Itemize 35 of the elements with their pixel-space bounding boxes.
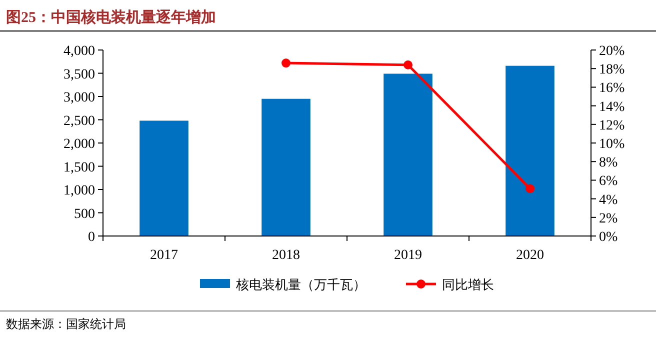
point xyxy=(404,60,412,70)
x-tick-label: 2018 xyxy=(272,248,300,263)
x-tick-label: 2019 xyxy=(394,248,422,263)
y-tick-label: 1,000 xyxy=(64,184,95,198)
point xyxy=(282,58,290,68)
y-tick-label: 0 xyxy=(88,230,95,245)
y2-tick-label: 16% xyxy=(599,81,625,96)
y2-tick-label: 4% xyxy=(599,192,618,208)
y-tick-label: 4,000 xyxy=(64,44,95,59)
bar xyxy=(384,74,432,236)
x-tick-label: 2020 xyxy=(516,248,544,263)
y-tick-label: 2,000 xyxy=(64,137,95,152)
y2-tick-label: 12% xyxy=(599,118,625,134)
y-tick-label: 1,500 xyxy=(64,160,95,176)
y2-tick-label: 10% xyxy=(599,137,625,152)
y-tick-label: 500 xyxy=(74,206,95,222)
point xyxy=(526,184,534,194)
y2-tick-label: 6% xyxy=(599,174,618,190)
title: 图25：中国核电装机量逐年增加 xyxy=(6,10,216,26)
y2-tick-label: 0% xyxy=(599,230,618,245)
y2-tick-label: 20% xyxy=(599,44,625,59)
bar xyxy=(140,120,188,236)
y2-tick-label: 8% xyxy=(599,156,618,171)
y2-tick-label: 14% xyxy=(599,100,625,115)
x-tick-label: 2017 xyxy=(150,248,178,263)
y-tick-label: 2,500 xyxy=(64,114,95,129)
bar xyxy=(262,98,310,236)
y-tick-label: 3,500 xyxy=(64,67,95,82)
bar xyxy=(506,66,554,236)
y-tick-label: 3,000 xyxy=(64,90,95,106)
annotation: 数据来源：国家统计局 xyxy=(6,317,126,331)
y2-tick-label: 18% xyxy=(599,62,625,78)
y2-tick-label: 2% xyxy=(599,211,618,226)
legend-label: 同比增长 xyxy=(442,277,494,292)
legend-label: 核电装机量（万千瓦） xyxy=(235,277,366,292)
